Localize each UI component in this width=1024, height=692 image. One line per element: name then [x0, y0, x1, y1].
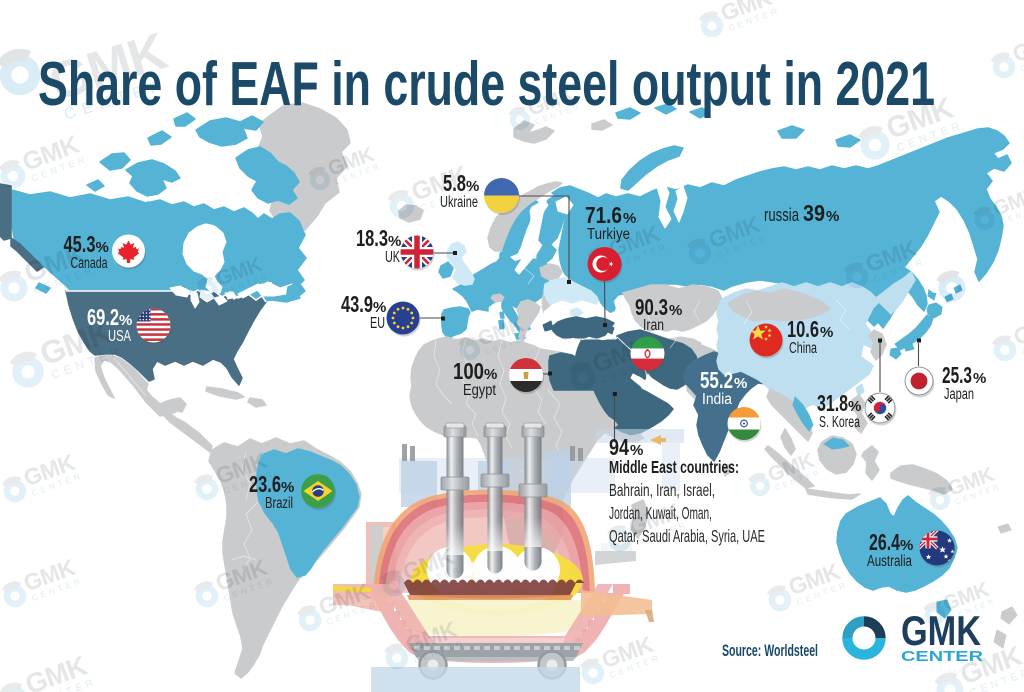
svg-text:Ukraine: Ukraine [440, 194, 478, 211]
svg-text:%: % [900, 537, 913, 554]
svg-text:russia: russia [764, 205, 800, 225]
svg-text:USA: USA [108, 328, 131, 345]
svg-text:100: 100 [453, 358, 484, 384]
svg-text:%: % [848, 398, 861, 415]
svg-text:Jordan, Kuwait, Oman,: Jordan, Kuwait, Oman, [609, 503, 712, 523]
svg-text:UK: UK [385, 249, 400, 266]
svg-text:%: % [119, 312, 132, 329]
svg-text:%: % [669, 302, 682, 319]
svg-text:Iran: Iran [643, 317, 664, 334]
svg-text:%: % [820, 324, 833, 341]
svg-text:94: 94 [609, 434, 629, 460]
svg-text:25.3: 25.3 [942, 362, 972, 388]
svg-text:10.6: 10.6 [787, 316, 819, 342]
svg-text:%: % [281, 479, 294, 496]
svg-text:Japan: Japan [944, 386, 974, 403]
svg-text:EU: EU [370, 315, 385, 332]
svg-text:45.3: 45.3 [64, 231, 96, 257]
svg-text:India: India [702, 391, 732, 408]
svg-text:Qatar, Saudi Arabia, Syria, UA: Qatar, Saudi Arabia, Syria, UAE [609, 526, 765, 546]
svg-text:%: % [466, 178, 479, 195]
svg-text:%: % [623, 210, 636, 227]
svg-text:GMK: GMK [901, 607, 981, 654]
svg-text:71.6: 71.6 [585, 202, 622, 228]
svg-text:18.3: 18.3 [356, 225, 388, 251]
svg-text:Share of EAF in crude steel ou: Share of EAF in crude steel output in 20… [38, 50, 935, 119]
svg-text:90.3: 90.3 [635, 294, 668, 320]
svg-text:31.8: 31.8 [817, 390, 848, 416]
svg-text:Bahrain, Iran, Israel,: Bahrain, Iran, Israel, [609, 480, 715, 500]
svg-text:23.6: 23.6 [249, 471, 281, 497]
svg-text:Australia: Australia [867, 553, 912, 570]
svg-text:55.2: 55.2 [700, 367, 733, 393]
svg-text:%: % [826, 208, 839, 225]
svg-text:Canada: Canada [71, 255, 108, 272]
svg-text:Egypt: Egypt [463, 382, 497, 399]
svg-text:%: % [388, 233, 401, 250]
svg-text:39: 39 [803, 200, 825, 226]
svg-text:Middle East countries:: Middle East countries: [609, 457, 739, 477]
svg-text:5.8: 5.8 [443, 170, 466, 196]
svg-text:%: % [484, 366, 497, 383]
svg-text:%: % [630, 442, 643, 459]
svg-text:%: % [973, 370, 986, 387]
svg-text:S. Korea: S. Korea [819, 414, 860, 431]
svg-text:69.2: 69.2 [87, 304, 119, 330]
svg-text:Brazil: Brazil [265, 495, 293, 512]
svg-text:Turkiye: Turkiye [587, 226, 630, 243]
svg-text:26.4: 26.4 [869, 529, 900, 555]
svg-text:China: China [789, 340, 817, 357]
svg-text:%: % [373, 299, 386, 316]
svg-text:CENTER: CENTER [901, 649, 984, 665]
svg-text:%: % [734, 375, 747, 392]
svg-text:%: % [96, 239, 109, 256]
svg-text:43.9: 43.9 [341, 291, 373, 317]
svg-text:Source: Worldsteel: Source: Worldsteel [722, 641, 818, 660]
